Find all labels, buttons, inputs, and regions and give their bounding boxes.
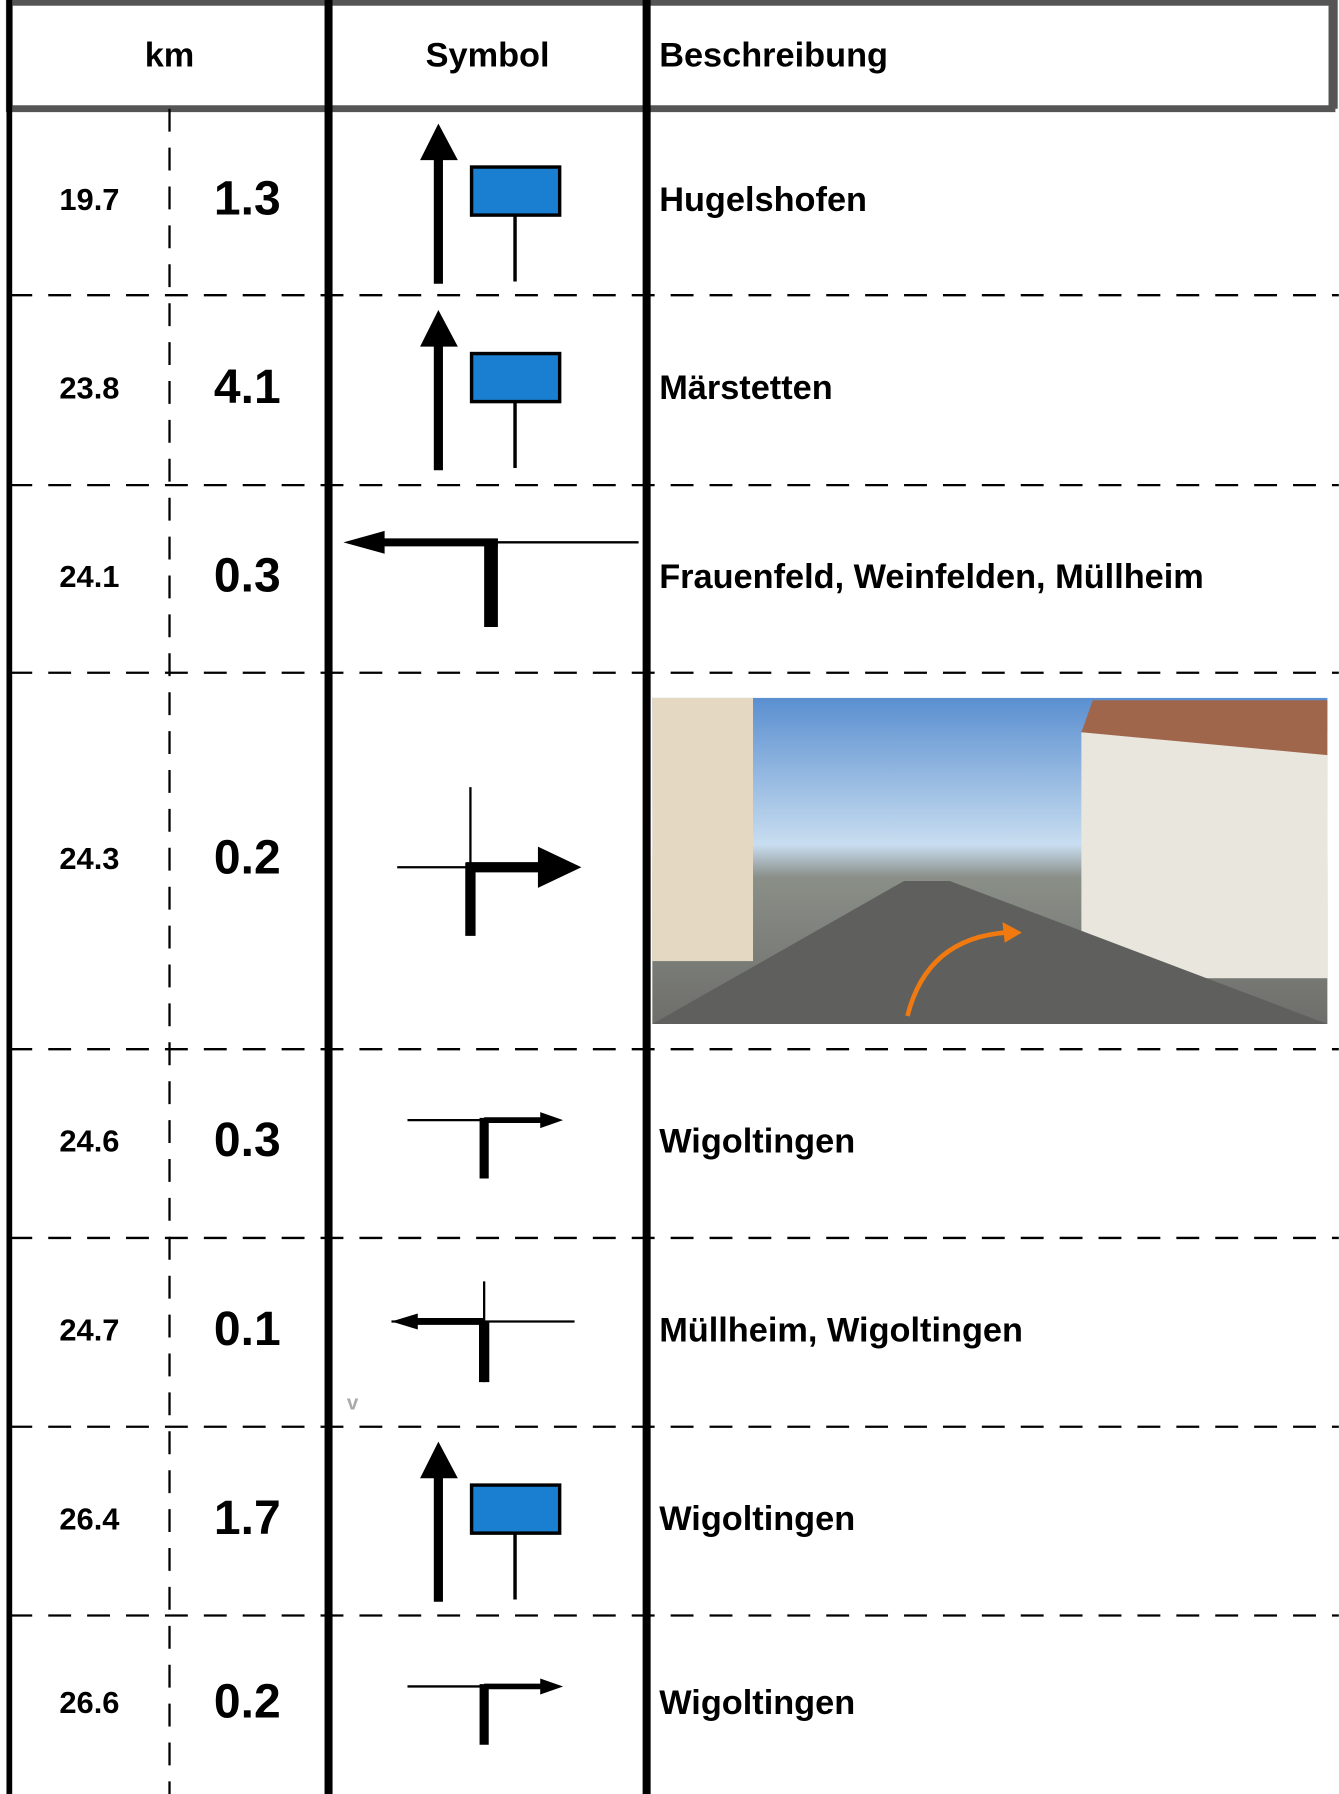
km-segment: 1.3 — [214, 173, 281, 226]
roof-right — [1081, 700, 1328, 756]
arrow-head — [391, 1313, 418, 1330]
km-total: 26.4 — [59, 1501, 119, 1536]
header-description: Beschreibung — [659, 36, 888, 74]
km-total: 24.1 — [59, 559, 119, 594]
road — [652, 880, 1328, 1024]
arrow-head — [537, 846, 582, 888]
arrow-head — [343, 530, 385, 554]
description: Wigoltingen — [659, 1500, 855, 1538]
house-left — [652, 697, 754, 962]
km-segment: 0.1 — [214, 1303, 281, 1356]
km-total: 24.6 — [59, 1124, 119, 1159]
description: Wigoltingen — [659, 1684, 855, 1722]
km-segment: 0.2 — [214, 832, 281, 885]
km-total: 26.6 — [59, 1685, 119, 1720]
arrow-head — [420, 123, 458, 161]
km-segment: 0.3 — [214, 550, 281, 603]
arrow-head — [420, 310, 458, 347]
description: Müllheim, Wigoltingen — [659, 1311, 1023, 1349]
turn-arrow — [905, 930, 1008, 1017]
sign-board — [469, 165, 562, 217]
km-total: 24.7 — [59, 1312, 119, 1347]
km-total: 23.8 — [59, 370, 119, 405]
note: v — [347, 1391, 359, 1414]
house-right — [1081, 732, 1328, 979]
km-segment: 4.1 — [214, 361, 281, 414]
table-body: 19.7 1.3 Hugelshofen 23.8 4.1 Märstetten 24.1 0… — [6, 0, 1339, 1794]
arrow-head — [540, 1112, 564, 1129]
description: Hugelshofen — [659, 181, 867, 219]
header-km: km — [145, 36, 195, 74]
sign-board — [469, 1483, 562, 1535]
arrow-head — [540, 1678, 564, 1695]
description: Frauenfeld, Weinfelden, Müllheim — [659, 558, 1204, 596]
header-symbol: Symbol — [426, 36, 550, 74]
km-total: 19.7 — [59, 182, 119, 217]
sign-board — [469, 351, 562, 404]
arrow-head — [420, 1441, 458, 1479]
km-segment: 0.3 — [214, 1114, 281, 1167]
description: Wigoltingen — [659, 1123, 855, 1161]
km-segment: 0.2 — [214, 1675, 281, 1728]
description: Märstetten — [659, 369, 833, 407]
km-total: 24.3 — [59, 841, 119, 876]
street-photo — [652, 697, 1328, 1024]
km-segment: 1.7 — [214, 1492, 281, 1545]
turn-arrow-head — [1002, 922, 1022, 943]
